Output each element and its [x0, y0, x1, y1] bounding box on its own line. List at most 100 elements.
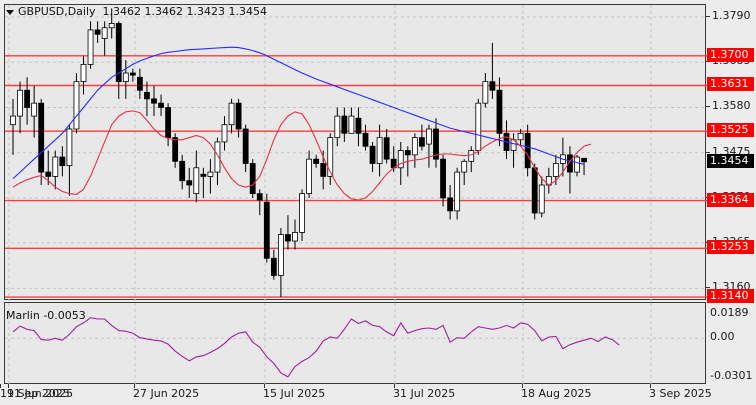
candle	[362, 124, 369, 151]
candle	[538, 176, 545, 218]
candle	[101, 21, 108, 56]
price-tick	[706, 106, 710, 108]
candle	[426, 124, 432, 168]
time-tick-label: 31 Jul 2025	[393, 387, 456, 400]
candle	[24, 77, 31, 125]
time-tick-label: 27 Jun 2025	[133, 387, 200, 400]
candle	[31, 85, 38, 138]
candle	[496, 77, 503, 147]
candle	[560, 137, 566, 177]
dropdown-triangle-icon[interactable]	[6, 9, 14, 15]
time-tick	[394, 384, 395, 388]
candle	[270, 249, 277, 280]
indicator-pane[interactable]	[4, 302, 707, 385]
price-tick	[706, 16, 710, 17]
candle	[517, 129, 524, 147]
moving-average-fast-line	[12, 110, 592, 201]
candle	[129, 68, 136, 82]
candle	[454, 167, 461, 220]
level-price-tag: 1.3253	[707, 240, 754, 255]
candle	[228, 98, 235, 134]
candle	[411, 133, 418, 168]
candle	[567, 146, 573, 194]
current-price-tag: 1.3454	[707, 153, 754, 168]
candle	[348, 107, 355, 134]
candle	[45, 150, 52, 186]
price-tick-label: 1.3790	[712, 9, 751, 22]
time-tick-label: 18 Aug 2025	[521, 387, 592, 400]
chart-title: GBPUSD,Daily 1.3462 1.3462 1.3423 1.3454	[6, 5, 267, 18]
candle	[249, 159, 256, 198]
candle	[531, 163, 538, 220]
candle	[545, 167, 552, 194]
candle	[341, 107, 348, 142]
time-tick	[134, 384, 135, 388]
candle	[94, 21, 101, 43]
indicator-title: Marlin -0.0053	[6, 309, 86, 322]
candle	[10, 98, 16, 155]
candle	[574, 154, 580, 177]
price-tick	[706, 151, 710, 153]
candle	[256, 189, 263, 216]
candle	[52, 150, 59, 190]
indicator-tick-label: 0.00	[710, 330, 735, 344]
time-tick	[264, 384, 265, 388]
level-price-tag: 1.3525	[707, 123, 754, 138]
candle	[179, 154, 186, 190]
candle	[122, 60, 129, 99]
level-price-tag: 1.3364	[707, 192, 754, 207]
candle	[355, 107, 362, 147]
time-tick-label: 15 Jul 2025	[263, 387, 326, 400]
candle	[433, 118, 439, 168]
indicator-tick-label: -0.0301	[710, 369, 753, 382]
candle	[475, 98, 482, 155]
candle	[108, 8, 115, 39]
symbol-timeframe: GBPUSD,Daily	[18, 5, 96, 18]
time-tick	[522, 384, 523, 388]
candle	[186, 167, 193, 198]
candle	[151, 85, 157, 117]
candle	[447, 185, 454, 220]
price-tick-label: 1.3580	[712, 99, 751, 113]
candle	[292, 219, 298, 250]
candle	[87, 21, 94, 69]
level-price-tag: 1.3700	[707, 47, 754, 62]
price-tick	[706, 287, 710, 289]
candle	[369, 141, 376, 173]
candle	[440, 154, 446, 207]
candle	[299, 189, 305, 242]
candle	[158, 94, 164, 117]
candle	[59, 146, 66, 177]
time-tick-label: 3 Sep 2025	[649, 387, 712, 400]
candle	[334, 107, 341, 147]
candle	[165, 103, 172, 147]
time-tick	[8, 384, 9, 388]
candle	[235, 98, 242, 138]
moving-average-slow-line	[12, 46, 585, 180]
candle	[200, 167, 207, 198]
candle	[263, 193, 270, 263]
candle	[193, 150, 200, 203]
time-tick	[0, 384, 1, 388]
candle	[524, 124, 531, 177]
candle	[221, 116, 228, 151]
price-chart-pane[interactable]	[4, 4, 707, 301]
candle	[327, 133, 334, 186]
candle	[17, 81, 23, 134]
candle	[383, 129, 390, 164]
level-price-tag: 1.3631	[707, 77, 754, 92]
candle	[461, 159, 468, 186]
candle	[38, 98, 45, 186]
candle	[80, 55, 87, 95]
candle	[172, 133, 179, 168]
marlin-oscillator-line	[12, 317, 620, 378]
candle	[73, 73, 80, 134]
time-tick-label: 11 Jun 2025	[7, 387, 74, 400]
candle	[144, 81, 150, 117]
indicator-canvas[interactable]	[5, 303, 707, 385]
candle	[242, 124, 249, 173]
price-chart-canvas[interactable]	[5, 5, 707, 301]
candle	[306, 150, 313, 198]
candle	[503, 120, 510, 160]
candle	[285, 215, 291, 250]
